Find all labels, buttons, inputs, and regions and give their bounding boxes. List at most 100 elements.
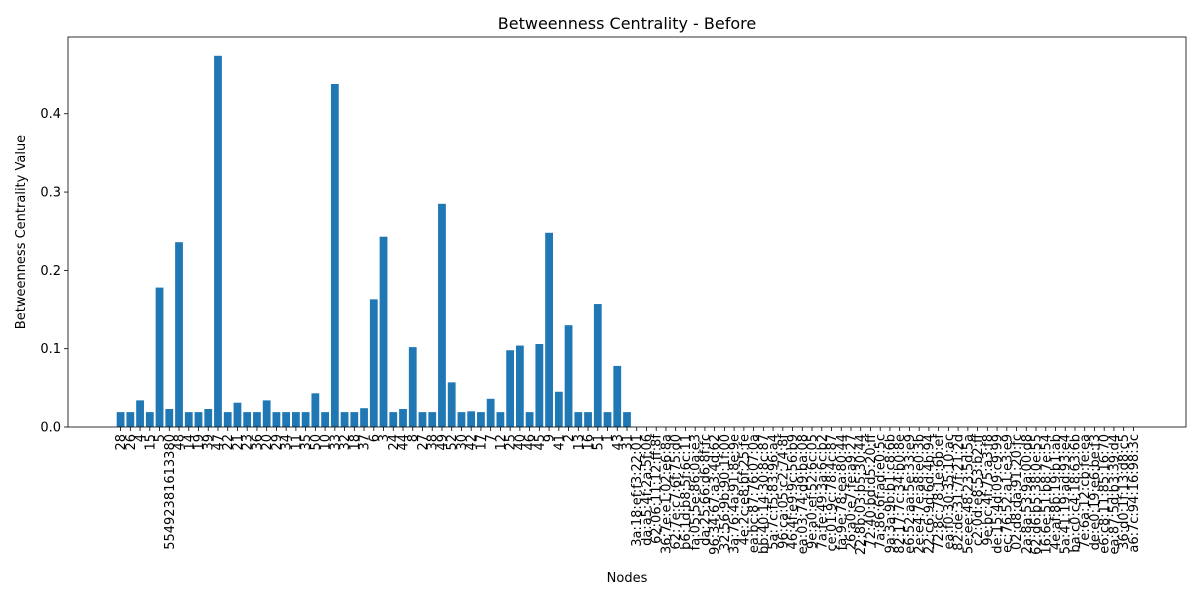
x-tick-label: 5a:41:19:ad:93:e4 <box>1059 434 1074 554</box>
x-tick-label: 1 <box>601 434 616 442</box>
x-tick-label: 8 <box>406 434 421 442</box>
x-tick-label: 31 <box>621 434 636 451</box>
y-tick-label: 0.3 <box>40 186 61 201</box>
bar <box>564 325 573 427</box>
bar <box>545 232 553 427</box>
x-tick-label: 7e:6a:12:cb:fe:ea <box>1078 434 1093 549</box>
x-tick-label: 82:17:7c:34:b0:8e <box>893 434 908 554</box>
y-tick-label: 0.1 <box>40 342 61 357</box>
bar <box>321 412 329 427</box>
bar <box>369 299 378 427</box>
x-tick-label: de:15:4d:09:c9:99 <box>991 434 1006 554</box>
bar <box>136 400 144 427</box>
x-tick-label: 5a:7c:f5:83:96:a4 <box>767 434 782 550</box>
x-tick-label: 36:7e:e1:02:e6:8a <box>659 434 674 554</box>
x-tick-label: 4e:2c:e8:bf:25:fe <box>737 434 752 545</box>
x-tick-label: 12 <box>494 434 509 451</box>
x-tick-label: 62:06:11:12:ff:8f <box>650 434 665 544</box>
x-tick-label: 33 <box>328 434 343 451</box>
bar <box>467 411 476 427</box>
bar <box>574 412 583 427</box>
x-tick-label: 45 <box>533 434 548 451</box>
x-tick-label: a6:7c:94:16:98:3c <box>1127 434 1142 553</box>
x-tick-label: ba:c0:c4:18:63:6b <box>1068 434 1083 553</box>
bar <box>155 287 164 427</box>
bar <box>477 412 485 427</box>
bar <box>593 304 602 427</box>
bar <box>253 412 261 427</box>
x-tick-label: 22:8b:03:b5:30:44 <box>854 434 869 555</box>
bar <box>165 408 174 427</box>
x-tick-label: 96:ca:05:c2:74:8f <box>776 434 791 549</box>
x-tick-label: 4e:af:8b:19:b1:ab <box>1049 434 1064 550</box>
x-tick-label: 27 <box>416 434 431 451</box>
x-tick-label: 32:56:9b:90:1f:00 <box>718 434 733 551</box>
x-tick-label: 2a:8a:53:9a:00:d8 <box>1020 434 1035 554</box>
bar <box>175 242 183 427</box>
x-tick-label: ea:03:74:d9:ba:08 <box>796 434 811 554</box>
x-tick-label: 29 <box>270 434 285 451</box>
x-axis-label: Nodes <box>607 571 648 586</box>
y-tick-label: 0.0 <box>40 421 61 436</box>
x-tick-label: 25 <box>504 434 519 451</box>
x-tick-label: 21 <box>231 434 246 451</box>
x-tick-label: 62:d6:b5:38:0e:55 <box>1030 434 1045 555</box>
x-tick-label: b6:1d:b8:5f:6c:11 <box>679 434 694 550</box>
bar <box>506 350 515 427</box>
x-tick-label: 32 <box>338 434 353 451</box>
bar <box>535 343 544 427</box>
x-tick-label: 34 <box>280 434 295 451</box>
x-tick-label: ea:87:5d:b3:39:d4 <box>1107 434 1122 555</box>
bar <box>116 412 125 427</box>
bar <box>496 412 505 427</box>
bar <box>379 236 388 427</box>
bar <box>340 412 349 427</box>
bar <box>291 412 300 427</box>
x-tick-label: 17 <box>474 434 489 451</box>
bar <box>126 412 135 427</box>
x-tick-label: 72:40:bd:d5:20:ff <box>864 433 879 548</box>
x-tick-label: 40 <box>513 434 528 451</box>
bar <box>282 412 291 427</box>
x-tick-label: 9e:a0:ef:52:6c:05 <box>806 434 821 549</box>
x-tick-label: 9 <box>543 434 558 442</box>
x-tick-label: 46:4f:e9:9c:56:b9 <box>786 434 801 550</box>
x-tick-label: c2:0d:e8:53:b2:ff <box>971 433 986 546</box>
bar <box>525 412 534 427</box>
x-tick-label: e6:52:aa:5e:33:e9 <box>903 434 918 554</box>
x-tick-label: 20 <box>260 434 275 451</box>
x-tick-label: 15 <box>143 434 158 451</box>
bar <box>360 408 368 427</box>
x-tick-label: ea:bc:87:76:07:0a <box>747 434 762 553</box>
bar <box>243 412 252 427</box>
x-tick-label: 26 <box>124 434 139 451</box>
x-tick-label: da:25:66:d6:8f:fc <box>698 434 713 546</box>
x-tick-label: 14 <box>182 434 197 451</box>
bar <box>408 347 417 427</box>
bar <box>399 408 407 427</box>
bar <box>214 55 222 428</box>
bar <box>301 412 310 427</box>
bar <box>145 412 154 427</box>
x-tick-label: 16 <box>582 434 597 451</box>
x-tick-label: 42 <box>465 434 480 451</box>
y-axis-label: Betweenness Centrality Value <box>14 135 29 329</box>
bar <box>311 393 320 427</box>
bar <box>233 402 242 427</box>
x-tick-label: 48 <box>173 434 188 451</box>
x-tick-label: 26:a0:e7:fe:a9:27 <box>844 434 859 550</box>
bar <box>330 83 339 428</box>
x-tick-label: 35 <box>299 434 314 451</box>
x-tick-label: 2e:e4:7e:a8:e0:3b <box>913 434 928 554</box>
x-tick-label: 6 <box>367 434 382 442</box>
x-tick-label: fa:9e:78:ea:80:44 <box>835 434 850 550</box>
x-tick-label: 41 <box>552 434 567 451</box>
bar <box>262 400 271 427</box>
x-tick-label: 36:d0:1f:13:d8:c5 <box>1117 434 1132 550</box>
x-tick-label: 24 <box>387 434 402 451</box>
x-tick-label: 96:34:67:a3:4d:62 <box>708 434 723 555</box>
x-tick-label: 7a:86:6f:ad:e0:5c <box>874 434 889 549</box>
bar <box>350 412 359 427</box>
x-tick-label: ce:01:9c:78:4c:87 <box>825 434 840 552</box>
x-tick-label: 49 <box>435 434 450 451</box>
